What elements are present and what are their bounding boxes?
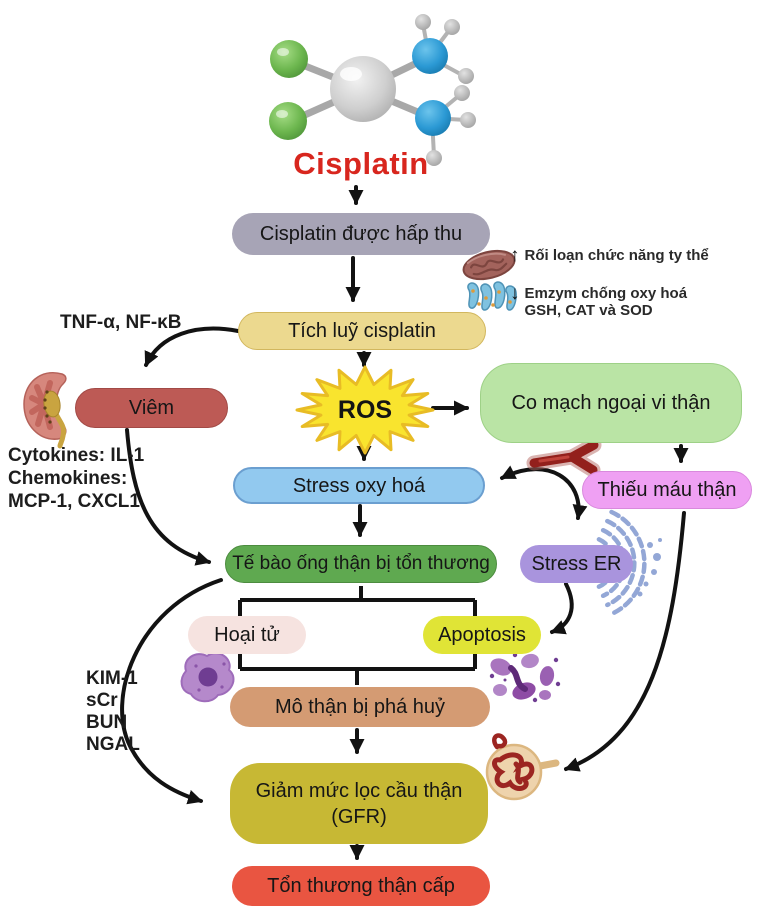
kidney-icon xyxy=(23,372,67,449)
necrotic-cell-icon xyxy=(180,652,235,703)
tnf-nfkb-label: TNF-α, NF-κB xyxy=(60,312,182,333)
node-renal-vasoconstriction: Co mạch ngoại vi thận xyxy=(480,363,742,443)
node-apoptosis: Apoptosis xyxy=(423,616,541,654)
node-inflammation: Viêm xyxy=(75,388,228,428)
node-kidney-tissue-destroyed: Mô thận bị phá huỷ xyxy=(230,687,490,727)
mitochondria-icon xyxy=(462,249,516,281)
hydrogen-atoms xyxy=(415,14,476,166)
ros-starburst-icon xyxy=(295,365,435,455)
glomerulus-icon xyxy=(485,733,560,801)
cytokines-chemokines-label: Cytokines: IL-1 Chemokines: MCP-1, CXCL1 xyxy=(8,445,145,512)
node-cisplatin-absorbed: Cisplatin được hấp thu xyxy=(232,213,490,255)
node-tubular-cell-injury: Tế bào ống thận bị tổn thương xyxy=(225,545,497,583)
chlorine-atom xyxy=(269,102,307,140)
antioxidant-enzyme-icon xyxy=(467,281,517,311)
chlorine-atom xyxy=(270,40,308,78)
node-necrosis: Hoại tử xyxy=(188,616,306,654)
apoptotic-cell-icon xyxy=(489,652,561,703)
node-cisplatin-accumulation: Tích luỹ cisplatin xyxy=(238,312,486,350)
node-oxidative-stress: Stress oxy hoá xyxy=(233,467,485,504)
up-arrow-icon: ↑ xyxy=(510,245,520,266)
node-ros-label: ROS xyxy=(337,395,393,424)
node-er-stress: Stress ER xyxy=(520,545,633,583)
diagram-title: Cisplatin xyxy=(293,146,429,181)
blood-vessel-icon xyxy=(526,437,602,478)
node-renal-ischemia: Thiếu máu thận xyxy=(582,471,752,509)
ammonia-atom xyxy=(415,100,451,136)
mitochondrial-dysfunction-note: ↑ Rối loạn chức năng ty thể xyxy=(510,245,710,266)
biomarkers-label: KIM-1 sCr BUN NGAL xyxy=(86,668,140,755)
antioxidant-enzyme-note: ↓ Emzym chống oxy hoá GSH, CAT và SOD xyxy=(510,283,710,319)
cisplatin-molecule-icon xyxy=(269,14,476,166)
antioxidant-enzyme-text: Emzym chống oxy hoá GSH, CAT và SOD xyxy=(524,285,688,319)
down-arrow-icon: ↓ xyxy=(510,283,520,304)
flow-arrows xyxy=(120,185,689,860)
platinum-atom xyxy=(330,56,396,122)
mitochondrial-dysfunction-text: Rối loạn chức năng ty thể xyxy=(524,247,709,264)
node-acute-kidney-injury: Tổn thương thận cấp xyxy=(232,866,490,906)
ammonia-atom xyxy=(412,38,448,74)
node-gfr-decline: Giảm mức lọc cầu thận (GFR) xyxy=(230,763,488,844)
